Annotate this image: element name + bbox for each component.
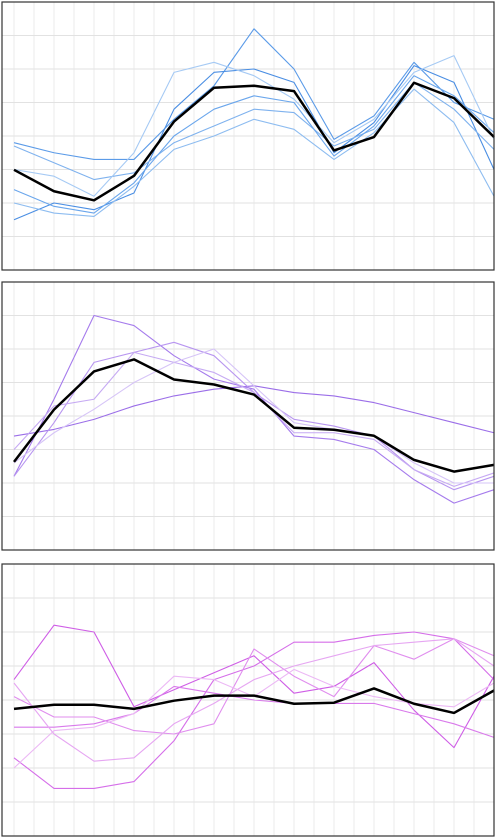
series-line (14, 685, 495, 738)
panel-border (1, 563, 495, 837)
series-line (13, 81, 495, 202)
series-line (13, 638, 495, 762)
series-line (13, 687, 495, 715)
series-line (13, 631, 495, 789)
series-line (13, 88, 495, 217)
series-line (13, 351, 495, 487)
series-line (13, 55, 495, 197)
panel (1, 281, 495, 551)
series-line (13, 624, 495, 749)
series-line (13, 75, 495, 214)
series-line (13, 28, 495, 160)
series-line (13, 638, 495, 735)
series-line (13, 348, 494, 484)
panel-border (1, 281, 495, 551)
panel (1, 563, 495, 837)
series-line (13, 65, 495, 221)
series-line (13, 358, 495, 473)
panel-border (1, 1, 495, 271)
series-line (13, 314, 495, 504)
panel (1, 1, 495, 271)
